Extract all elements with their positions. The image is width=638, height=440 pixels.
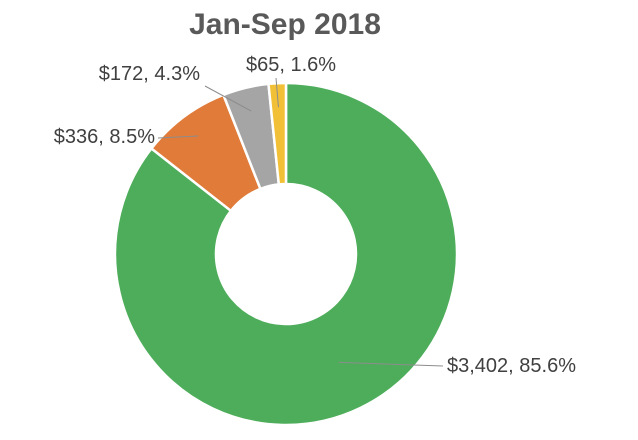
leader-line: [157, 135, 199, 139]
leader-line: [338, 361, 444, 367]
slice-fourth: [267, 81, 288, 186]
slices-group: [113, 81, 459, 427]
leader-line: [204, 85, 252, 112]
slice-main: [113, 81, 459, 427]
data-label: $172, 4.3%: [99, 63, 200, 85]
leader-lines-group: [157, 77, 444, 367]
data-label: $336, 8.5%: [54, 126, 155, 148]
chart-title: Jan-Sep 2018: [189, 8, 381, 41]
data-labels-group: $3,402, 85.6% $336, 8.5% $172, 4.3% $65, 1.…: [54, 54, 576, 377]
leader-line: [275, 77, 279, 108]
data-label: $65, 1.6%: [246, 54, 336, 76]
data-label: $3,402, 85.6%: [447, 355, 576, 377]
